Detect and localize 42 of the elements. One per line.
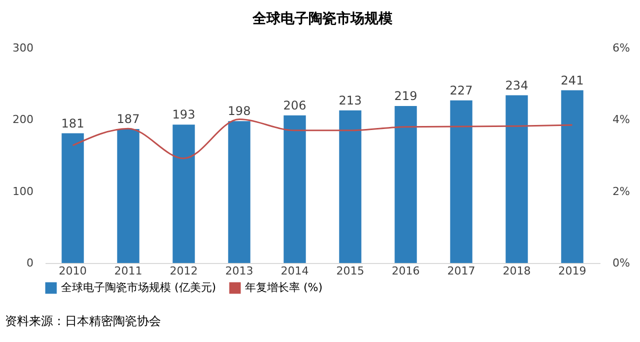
y2-tick-label: 6% xyxy=(612,42,630,54)
y2-tick-label: 2% xyxy=(612,184,630,198)
bar xyxy=(228,121,250,263)
x-tick-label: 2015 xyxy=(336,264,364,278)
bar xyxy=(62,133,84,263)
bar xyxy=(339,110,362,263)
x-tick-label: 2019 xyxy=(558,264,586,278)
y-tick-label: 300 xyxy=(12,42,34,54)
x-tick-label: 2013 xyxy=(225,264,254,278)
x-tick-label: 2012 xyxy=(170,264,198,278)
data-label: 193 xyxy=(172,108,196,122)
x-tick-label: 2011 xyxy=(114,264,142,278)
data-label: 213 xyxy=(338,93,362,108)
bar xyxy=(394,106,417,263)
y-tick-label: 0 xyxy=(26,256,34,270)
legend-label: 全球电子陶瓷市场规模 (亿美元) xyxy=(61,281,216,294)
data-label: 241 xyxy=(560,73,584,88)
data-label: 219 xyxy=(394,89,418,104)
bar xyxy=(117,128,140,263)
chart-title: 全球电子陶瓷市场规模 xyxy=(252,10,394,27)
bar xyxy=(450,100,472,263)
bar xyxy=(172,124,195,263)
text: 资料来源：日本精密陶瓷协会 xyxy=(5,314,161,328)
y-tick-label: 200 xyxy=(12,113,34,126)
data-label: 181 xyxy=(61,116,84,130)
x-tick-label: 2014 xyxy=(280,264,309,278)
data-label: 198 xyxy=(228,104,251,118)
y-tick-label: 100 xyxy=(12,184,34,198)
x-tick-label: 2018 xyxy=(502,264,531,278)
x-tick-label: 2010 xyxy=(58,264,87,278)
bar xyxy=(284,115,306,263)
data-label: 234 xyxy=(505,78,528,92)
x-tick-label: 2016 xyxy=(392,264,420,278)
x-tick-label: 2017 xyxy=(447,264,476,278)
bar xyxy=(506,95,528,263)
bar xyxy=(561,90,584,263)
data-label: 227 xyxy=(450,83,473,98)
data-label: 206 xyxy=(283,98,306,112)
data-label: 187 xyxy=(116,112,140,126)
y2-tick-label: 4% xyxy=(612,113,630,126)
legend-label: 年复增长率 (%) xyxy=(245,281,323,294)
y2-tick-label: 0% xyxy=(612,256,630,270)
